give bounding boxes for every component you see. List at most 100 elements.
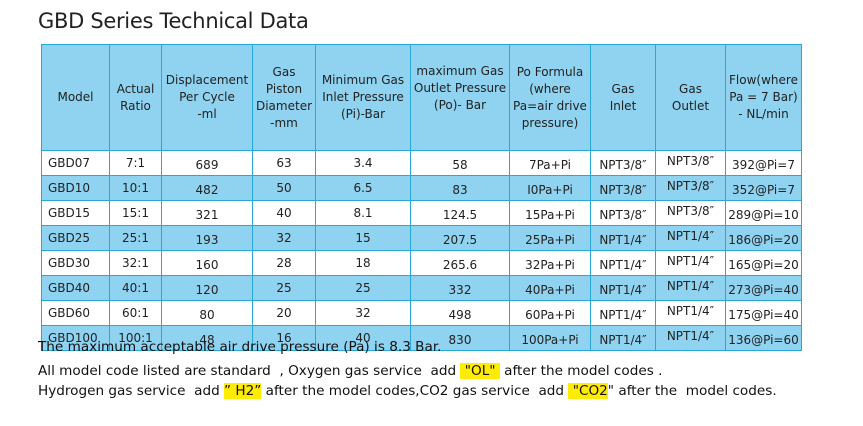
cell-gas-outlet: NPT3/8″ [655, 175, 726, 201]
cell-min-inlet: 40 [315, 325, 411, 351]
cell-displacement: 193 [161, 225, 253, 251]
note-hydrogen-co2-service: Hydrogen gas service add ” H2” after the… [38, 383, 777, 399]
cell-ratio: 25:1 [109, 225, 162, 251]
header-max-outlet-pressure: maximum Gas Outlet Pressure (Po)- Bar [410, 44, 510, 151]
cell-flow: 273@Pi=40 [725, 275, 802, 301]
table-row: GBD60 60:1 80 20 32 498 60Pa+Pi NPT1/4″ … [41, 300, 802, 326]
cell-model: GBD100 [41, 325, 110, 351]
cell-gas-outlet: NPT3/8″ [655, 150, 726, 176]
cell-gas-inlet: NPT3/8″ [590, 150, 656, 176]
header-model: Model [41, 44, 110, 151]
cell-po-formula: 25Pa+Pi [509, 225, 591, 251]
cell-gas-outlet: NPT1/4″ [655, 250, 726, 276]
cell-gas-outlet: NPT1/4″ [655, 325, 726, 351]
cell-gas-inlet: NPT1/4″ [590, 250, 656, 276]
note-oxygen-service: All model code listed are standard , Oxy… [38, 363, 663, 379]
highlight-co2: "CO2 [568, 383, 608, 399]
cell-flow: 289@Pi=10 [725, 200, 802, 226]
cell-piston-diameter: 40 [252, 200, 316, 226]
cell-ratio: 60:1 [109, 300, 162, 326]
cell-piston-diameter: 20 [252, 300, 316, 326]
cell-model: GBD07 [41, 150, 110, 176]
table-row: GBD10 10:1 482 50 6.5 83 I0Pa+Pi NPT3/8″… [41, 175, 802, 201]
note-max-pressure: The maximum acceptable air drive pressur… [38, 339, 442, 355]
cell-po-formula: 60Pa+Pi [509, 300, 591, 326]
cell-ratio: 7:1 [109, 150, 162, 176]
highlight-ol: "OL" [460, 363, 500, 379]
header-row: Model Actual Ratio Displacement Per Cycle -… [41, 44, 802, 151]
cell-flow: 175@Pi=40 [725, 300, 802, 326]
cell-po-formula: I0Pa+Pi [509, 175, 591, 201]
cell-displacement: 321 [161, 200, 253, 226]
cell-min-inlet: 32 [315, 300, 411, 326]
cell-ratio: 10:1 [109, 175, 162, 201]
cell-gas-outlet: NPT1/4″ [655, 300, 726, 326]
cell-piston-diameter: 28 [252, 250, 316, 276]
cell-max-outlet: 83 [410, 175, 510, 201]
cell-min-inlet: 6.5 [315, 175, 411, 201]
header-actual-ratio: Actual Ratio [109, 44, 162, 151]
cell-ratio: 15:1 [109, 200, 162, 226]
cell-flow: 186@Pi=20 [725, 225, 802, 251]
cell-piston-diameter: 63 [252, 150, 316, 176]
cell-model: GBD25 [41, 225, 110, 251]
cell-displacement: 120 [161, 275, 253, 301]
cell-max-outlet: 265.6 [410, 250, 510, 276]
cell-gas-inlet: NPT1/4″ [590, 275, 656, 301]
cell-po-formula: 32Pa+Pi [509, 250, 591, 276]
cell-piston-diameter: 25 [252, 275, 316, 301]
header-flow: Flow(where Pa = 7 Bar) - NL/min [725, 44, 802, 151]
cell-flow: 352@Pi=7 [725, 175, 802, 201]
cell-model: GBD30 [41, 250, 110, 276]
cell-flow: 136@Pi=60 [725, 325, 802, 351]
cell-max-outlet: 830 [410, 325, 510, 351]
cell-gas-inlet: NPT1/4″ [590, 225, 656, 251]
cell-max-outlet: 498 [410, 300, 510, 326]
cell-gas-outlet: NPT1/4″ [655, 225, 726, 251]
cell-gas-inlet: NPT3/8″ [590, 200, 656, 226]
cell-model: GBD15 [41, 200, 110, 226]
technical-data-table: Model Actual Ratio Displacement Per Cycle -… [41, 44, 802, 351]
cell-gas-inlet: NPT3/8″ [590, 175, 656, 201]
cell-ratio: 32:1 [109, 250, 162, 276]
header-displacement: Displacement Per Cycle -ml [161, 44, 253, 151]
cell-displacement: 482 [161, 175, 253, 201]
table-row: GBD40 40:1 120 25 25 332 40Pa+Pi NPT1/4″… [41, 275, 802, 301]
cell-po-formula: 40Pa+Pi [509, 275, 591, 301]
cell-displacement: 80 [161, 300, 253, 326]
cell-displacement: 160 [161, 250, 253, 276]
cell-po-formula: 100Pa+Pi [509, 325, 591, 351]
cell-gas-inlet: NPT1/4″ [590, 325, 656, 351]
header-po-formula: Po Formula (where Pa=air drive pressure) [509, 44, 591, 151]
cell-gas-inlet: NPT1/4″ [590, 300, 656, 326]
cell-model: GBD60 [41, 300, 110, 326]
cell-min-inlet: 25 [315, 275, 411, 301]
cell-min-inlet: 18 [315, 250, 411, 276]
cell-model: GBD40 [41, 275, 110, 301]
cell-po-formula: 15Pa+Pi [509, 200, 591, 226]
header-piston-diameter: Gas Piston Diameter -mm [252, 44, 316, 151]
cell-displacement: 48 [161, 325, 253, 351]
table-row: GBD15 15:1 321 40 8.1 124.5 15Pa+Pi NPT3… [41, 200, 802, 226]
table-row: GBD100 100:1 48 16 40 830 100Pa+Pi NPT1/… [41, 325, 802, 351]
cell-max-outlet: 207.5 [410, 225, 510, 251]
cell-gas-outlet: NPT1/4″ [655, 275, 726, 301]
cell-min-inlet: 15 [315, 225, 411, 251]
highlight-h2: ” H2” [224, 383, 262, 399]
header-gas-inlet: Gas Inlet [590, 44, 656, 151]
cell-model: GBD10 [41, 175, 110, 201]
cell-piston-diameter: 50 [252, 175, 316, 201]
cell-gas-outlet: NPT3/8″ [655, 200, 726, 226]
header-min-inlet-pressure: Minimum Gas Inlet Pressure (Pi)-Bar [315, 44, 411, 151]
table-row: GBD25 25:1 193 32 15 207.5 25Pa+Pi NPT1/… [41, 225, 802, 251]
page-title: GBD Series Technical Data [38, 9, 309, 33]
cell-piston-diameter: 32 [252, 225, 316, 251]
cell-max-outlet: 58 [410, 150, 510, 176]
table-row: GBD07 7:1 689 63 3.4 58 7Pa+Pi NPT3/8″ N… [41, 150, 802, 176]
table-row: GBD30 32:1 160 28 18 265.6 32Pa+Pi NPT1/… [41, 250, 802, 276]
cell-po-formula: 7Pa+Pi [509, 150, 591, 176]
cell-max-outlet: 124.5 [410, 200, 510, 226]
cell-min-inlet: 8.1 [315, 200, 411, 226]
cell-min-inlet: 3.4 [315, 150, 411, 176]
header-gas-outlet: Gas Outlet [655, 44, 726, 151]
